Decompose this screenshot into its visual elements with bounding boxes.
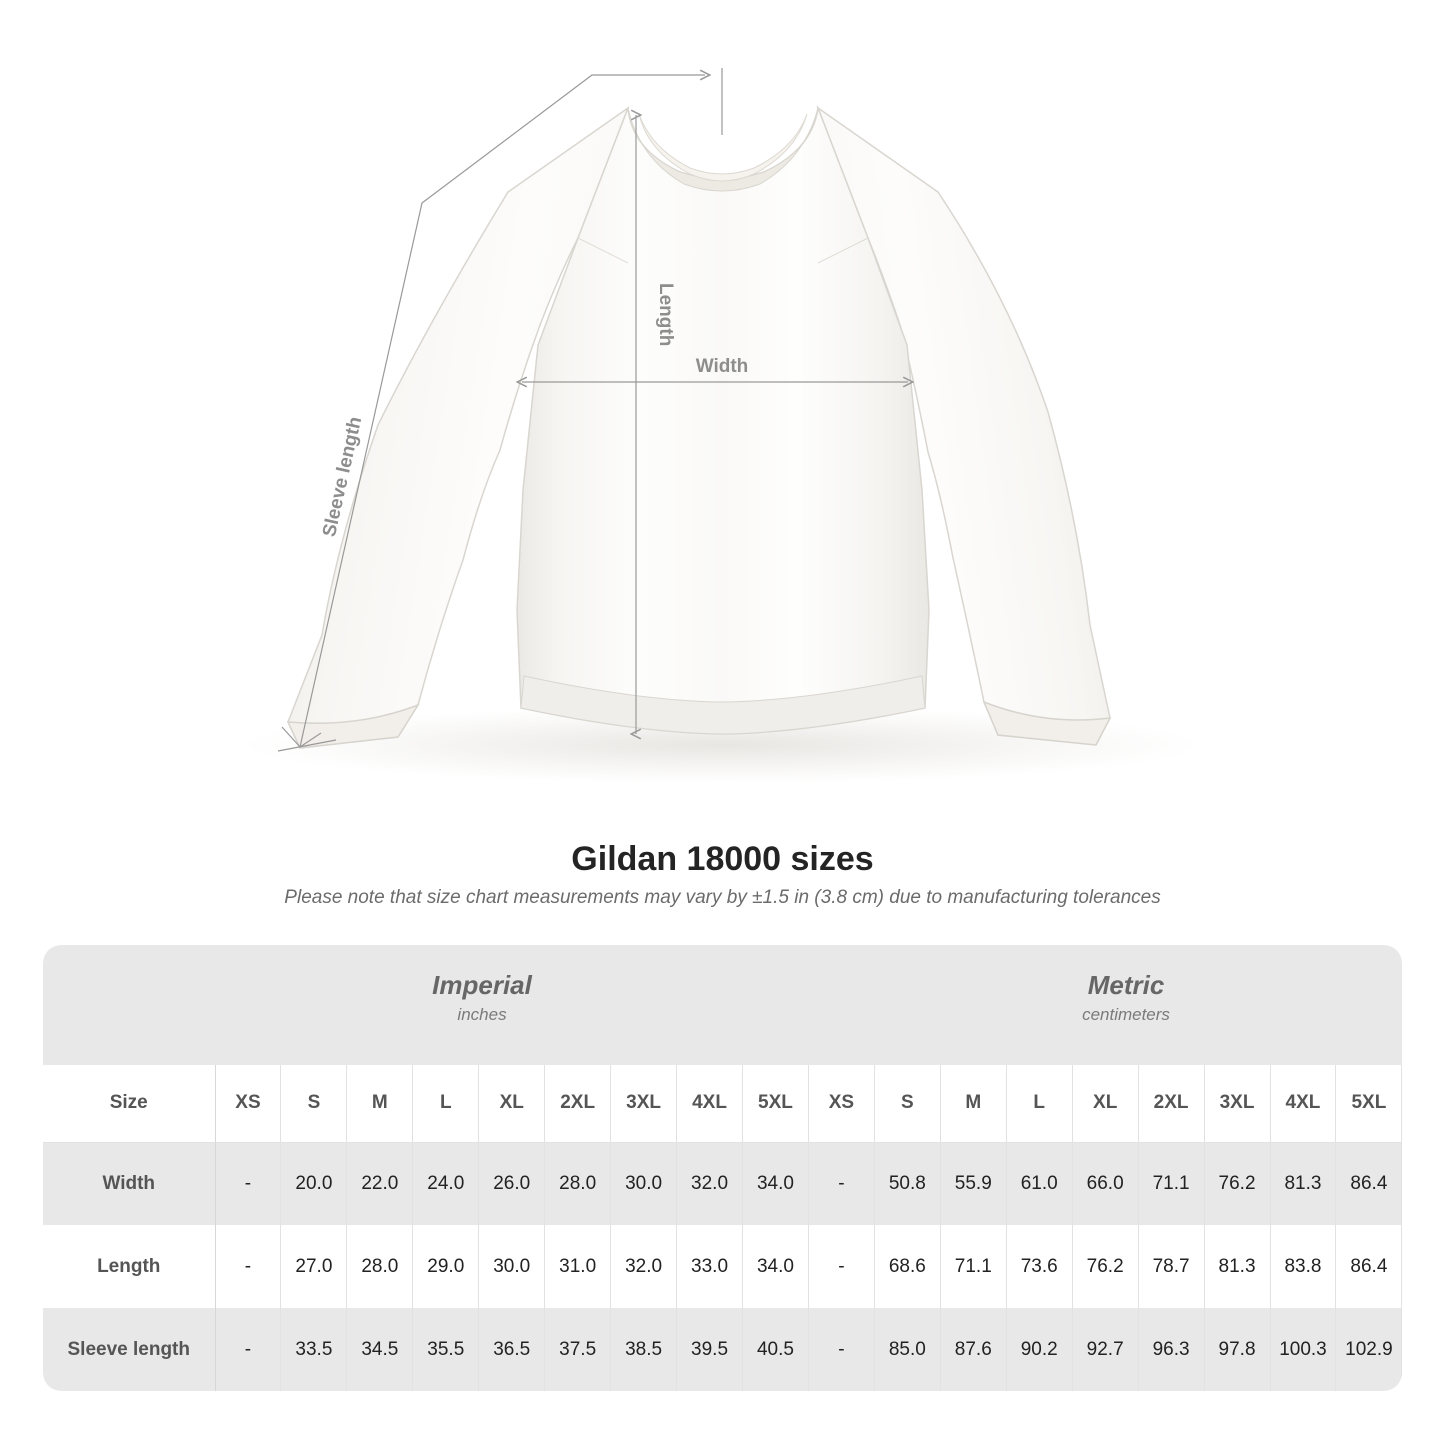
svg-text:Width: Width	[696, 356, 749, 377]
svg-text:Length: Length	[655, 283, 676, 346]
